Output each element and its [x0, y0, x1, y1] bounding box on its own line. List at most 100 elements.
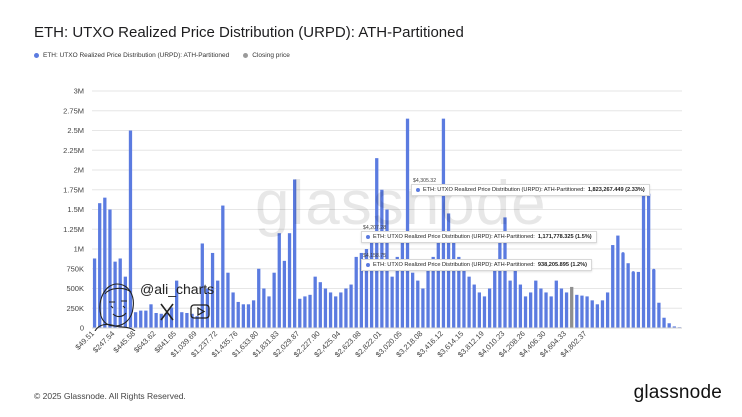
bar [580, 295, 584, 328]
bar [221, 205, 225, 328]
legend-item-closing-price[interactable]: Closing price [243, 52, 290, 59]
bar [626, 263, 630, 328]
x-logo-icon [160, 303, 174, 321]
legend-label-closing-price: Closing price [252, 52, 290, 59]
bar [605, 292, 610, 328]
bar [400, 237, 405, 328]
tooltip-anchor-point [652, 268, 656, 272]
bar [467, 276, 471, 328]
bar [92, 258, 97, 328]
tooltip-price-1: $4,305.32 [413, 178, 437, 184]
bar [246, 304, 251, 328]
bar [611, 245, 615, 328]
bar [349, 284, 353, 328]
bar [636, 271, 641, 328]
bar [241, 304, 245, 328]
bar [282, 260, 287, 328]
bar [457, 256, 461, 328]
bar [257, 268, 261, 328]
tooltip-anchor-point [621, 252, 625, 256]
tooltip-2: ETH: UTXO Realized Price Distribution (U… [361, 231, 597, 243]
bar [529, 292, 533, 328]
bar [523, 296, 528, 328]
y-tick-label: 1.25M [63, 225, 84, 234]
bar [98, 203, 102, 328]
bar [308, 294, 312, 328]
bar [518, 284, 523, 328]
bar [549, 296, 553, 328]
bar [462, 264, 466, 328]
bar [103, 197, 107, 328]
bar [318, 282, 322, 328]
tooltip-price-2: $4,207.28 [363, 225, 387, 231]
bar [231, 292, 235, 328]
bar [272, 272, 276, 328]
bar [652, 270, 656, 328]
youtube-icon [190, 304, 210, 319]
tooltip-label-1: ETH: UTXO Realized Price Distribution (U… [423, 187, 585, 193]
bar [477, 292, 481, 328]
bar [411, 272, 415, 328]
y-tick-label: 2.5M [67, 126, 84, 135]
bar [180, 312, 184, 328]
bar [585, 296, 589, 328]
closing-price-bar [570, 286, 574, 328]
bar [159, 313, 163, 328]
y-tick-label: 2.75M [63, 106, 84, 115]
bar [600, 300, 605, 328]
glassnode-logo: glassnode [633, 382, 722, 403]
y-tick-label: 250K [66, 304, 84, 313]
bar [390, 276, 394, 328]
bar [616, 235, 620, 328]
bar [328, 292, 333, 328]
y-tick-label: 500K [66, 284, 84, 293]
bar [657, 302, 661, 328]
copyright-footer: © 2025 Glassnode. All Rights Reserved. [34, 391, 186, 401]
tooltip-value-3: 938,205.895 (1.2%) [537, 262, 587, 268]
bar [144, 310, 148, 328]
bar [590, 300, 594, 328]
bar [472, 284, 476, 328]
bar [436, 233, 440, 328]
tooltip-1: ETH: UTXO Realized Price Distribution (U… [411, 184, 650, 196]
bar [133, 312, 138, 328]
bar [380, 189, 384, 328]
y-tick-label: 3M [74, 87, 84, 96]
bar [339, 292, 343, 328]
y-tick-label: 750K [66, 264, 84, 273]
chart-title: ETH: UTXO Realized Price Distribution (U… [34, 24, 464, 41]
legend-label-urpd: ETH: UTXO Realized Price Distribution (U… [43, 52, 230, 59]
bar [621, 253, 625, 328]
bar [493, 268, 497, 328]
tooltip-price-3: $4,158.75 [363, 253, 387, 259]
bar [267, 296, 271, 328]
bar [595, 304, 599, 328]
bar [452, 241, 456, 328]
bar [487, 288, 492, 328]
bar [416, 280, 420, 328]
bar [344, 288, 348, 328]
bar [359, 252, 363, 328]
bar [113, 261, 117, 328]
bar [544, 292, 548, 328]
y-tick-label: 1.5M [67, 205, 84, 214]
tooltip-value-1: 1,823,267.449 (2.33%) [587, 187, 645, 193]
bar [303, 296, 307, 328]
bar [508, 280, 512, 328]
bar [421, 288, 425, 328]
bar [631, 272, 635, 328]
social-overlay [94, 283, 210, 331]
cartoon-face-icon [94, 283, 136, 331]
bar [369, 233, 374, 328]
bar [277, 233, 281, 328]
bar [405, 118, 410, 329]
tooltip-3: ETH: UTXO Realized Price Distribution (U… [361, 259, 592, 271]
bar [313, 276, 317, 328]
bar [118, 258, 122, 328]
legend-item-urpd[interactable]: ETH: UTXO Realized Price Distribution (U… [34, 52, 229, 59]
bar [482, 296, 487, 328]
bar [108, 209, 112, 328]
tooltip-label-3: ETH: UTXO Realized Price Distribution (U… [373, 262, 535, 268]
legend-swatch-closing-price [243, 53, 249, 58]
